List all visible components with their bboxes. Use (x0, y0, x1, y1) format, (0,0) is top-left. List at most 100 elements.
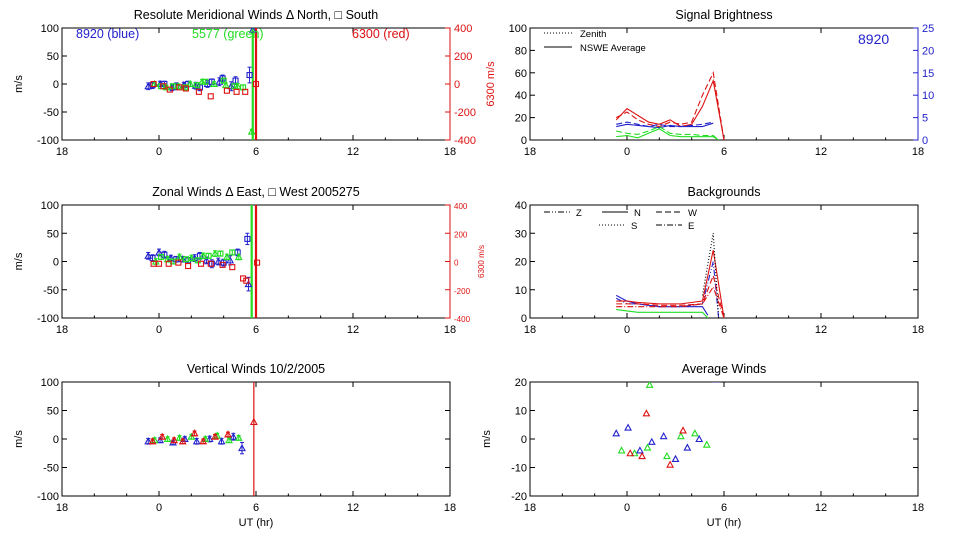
y-tick-label: 50 (47, 406, 59, 418)
data-point-triangle (233, 82, 242, 90)
x-tick-label: 0 (624, 502, 630, 514)
y-tick-label: -50 (43, 463, 59, 475)
x-tick-label: 18 (524, 502, 536, 514)
data-point-triangle (227, 82, 236, 90)
series-line (615, 261, 720, 318)
legend-label: NSWE Average (580, 43, 646, 54)
data-point-square (205, 252, 212, 259)
y-tick-label: 0 (53, 257, 59, 269)
plot-area (612, 382, 721, 468)
y-tick-label: 40 (515, 200, 527, 212)
x-tick-label: 18 (56, 146, 68, 158)
right-y-tick-label: 25 (922, 23, 934, 35)
y-tick-label: 80 (515, 45, 527, 57)
data-point-square (229, 249, 236, 256)
right-y-axis-label: 6300 m/s (477, 245, 486, 278)
y-axis-label: m/s (13, 75, 25, 93)
data-point-triangle (170, 435, 179, 444)
data-point-triangle (211, 432, 219, 440)
data-point-triangle (612, 429, 621, 437)
data-point-triangle (234, 252, 243, 261)
legend-label: W (688, 208, 697, 219)
plot-frame (61, 381, 451, 497)
data-point-triangle (624, 423, 633, 431)
y-tick-label: 50 (47, 228, 59, 240)
y-tick-label: 60 (515, 68, 527, 80)
x-tick-label: 0 (156, 502, 162, 514)
data-point-square (197, 260, 205, 267)
y-tick-label: -100 (37, 135, 59, 147)
data-point-triangle (636, 446, 644, 454)
x-tick-label: 0 (156, 324, 162, 336)
data-point-triangle (247, 127, 256, 135)
chart-title: Zonal Winds Δ East, □ West 2005275 (152, 185, 359, 199)
data-point-square (207, 260, 214, 267)
y-axis-label: m/s (481, 430, 493, 448)
y-tick-label: -100 (37, 491, 59, 503)
x-tick-label: 18 (912, 324, 924, 336)
x-tick-label: 12 (347, 502, 359, 514)
data-point-triangle (210, 79, 218, 88)
data-point-triangle (643, 443, 652, 451)
legend-label: E (688, 221, 694, 232)
data-point-square (149, 255, 156, 262)
x-tick-label: 18 (444, 324, 456, 336)
data-point-triangle (156, 435, 165, 444)
data-point-square (150, 80, 157, 88)
x-tick-label: 18 (524, 146, 536, 158)
data-point-triangle (158, 432, 167, 440)
data-point-square (223, 87, 230, 94)
data-point-square (194, 257, 201, 264)
data-point-square (231, 83, 238, 90)
data-point-square (166, 86, 173, 93)
data-point-triangle (647, 437, 656, 445)
x-tick-label: 6 (721, 502, 727, 514)
y-tick-label: 10 (515, 406, 527, 418)
plot-frame (529, 204, 919, 319)
data-point-triangle (205, 434, 214, 443)
data-point-triangle (186, 79, 195, 88)
y-axis-label: m/s (13, 430, 25, 448)
data-point-triangle (222, 252, 231, 261)
data-point-triangle (211, 249, 219, 257)
legend-label: Zenith (580, 29, 606, 40)
data-point-triangle (163, 434, 172, 443)
data-point-triangle (187, 253, 196, 262)
right-y-tick-label: 20 (922, 45, 934, 57)
plot-area (615, 70, 725, 140)
x-tick-label: 12 (815, 324, 827, 336)
x-tick-label: 18 (56, 502, 68, 514)
y-tick-label: 100 (41, 377, 59, 389)
data-point-square (232, 77, 239, 84)
y-tick-label: 0 (53, 434, 59, 446)
right-y-tick-label: -400 (454, 135, 476, 147)
x-tick-label: 0 (156, 146, 162, 158)
data-point-square (244, 235, 251, 242)
data-point-square (242, 88, 249, 95)
data-point-square (185, 262, 192, 270)
data-point-square (182, 85, 189, 92)
x-tick-label: 18 (524, 324, 536, 336)
data-point-square (254, 259, 261, 266)
y-tick-label: 100 (41, 200, 59, 212)
data-point-triangle (690, 429, 699, 437)
legend-label: 5577 (green) (192, 27, 264, 41)
series-line (615, 70, 725, 140)
data-point-triangle (199, 437, 208, 445)
series-line (701, 233, 720, 318)
x-tick-label: 12 (347, 146, 359, 158)
data-point-triangle (187, 432, 196, 440)
y-tick-label: 50 (47, 51, 59, 63)
x-tick-label: 18 (444, 146, 456, 158)
x-axis-label: UT (hr) (239, 517, 274, 529)
legend-label: 8920 (blue) (76, 27, 139, 41)
legend-label: N (634, 208, 641, 219)
data-point-square (169, 83, 177, 90)
y-tick-label: 20 (515, 377, 527, 389)
series-line (616, 128, 719, 140)
right-y-tick-label: 15 (922, 68, 934, 80)
data-point-square (243, 277, 250, 284)
x-axis-label: UT (hr) (707, 517, 742, 529)
data-point-triangle (617, 446, 626, 454)
